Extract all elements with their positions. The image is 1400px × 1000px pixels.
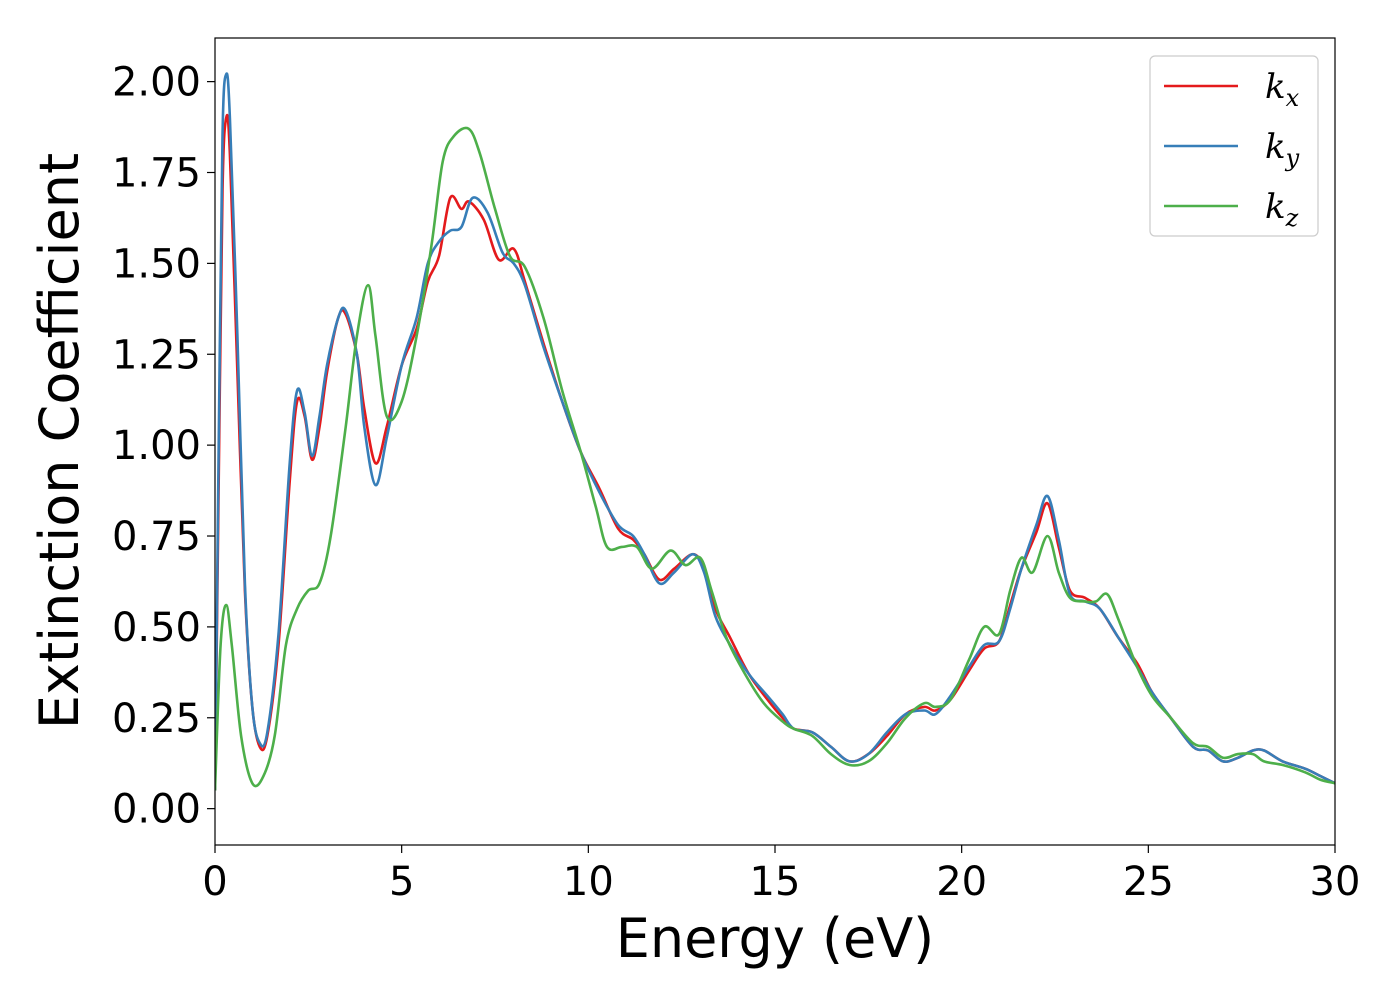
legend-label-subscript: y [1285,144,1300,172]
legend-label-main: k [1265,187,1286,227]
y-axis-label: Extinction Coefficient [28,153,91,729]
x-tick-label: 5 [389,859,414,905]
legend-label-ky: ky [1265,127,1300,172]
y-tick-label: 0.50 [112,605,201,651]
legend-label-subscript: z [1285,204,1299,232]
y-tick-label: 1.50 [112,241,201,287]
legend-label-kx: kx [1265,67,1300,112]
y-tick-label: 1.00 [112,423,201,469]
legend-label-main: k [1265,67,1286,107]
y-axis: 0.00 0.25 0.50 0.75 1.00 1.25 1.50 1.75 2.00 [112,60,215,833]
plot-area [214,37,1336,846]
x-tick-label: 30 [1310,859,1361,905]
series-group [215,72,1335,791]
y-tick-label: 0.00 [112,787,201,833]
x-tick-label: 20 [936,859,987,905]
legend-label-subscript: x [1286,84,1300,112]
legend-label-kz: kz [1265,187,1299,232]
y-tick-label: 1.75 [112,151,201,197]
series-line-kz [215,126,1335,791]
legend-label-main: k [1265,127,1286,167]
y-tick-label: 0.25 [112,696,201,742]
y-tick-label: 1.25 [112,332,201,378]
x-tick-label: 10 [563,859,614,905]
y-tick-label: 0.75 [112,514,201,560]
x-axis-label: Energy (eV) [616,907,935,970]
x-tick-label: 25 [1123,859,1174,905]
x-axis: 0 5 10 15 20 25 30 [202,845,1360,905]
x-tick-label: 15 [750,859,801,905]
y-tick-label: 2.00 [112,60,201,106]
x-tick-label: 0 [202,859,227,905]
